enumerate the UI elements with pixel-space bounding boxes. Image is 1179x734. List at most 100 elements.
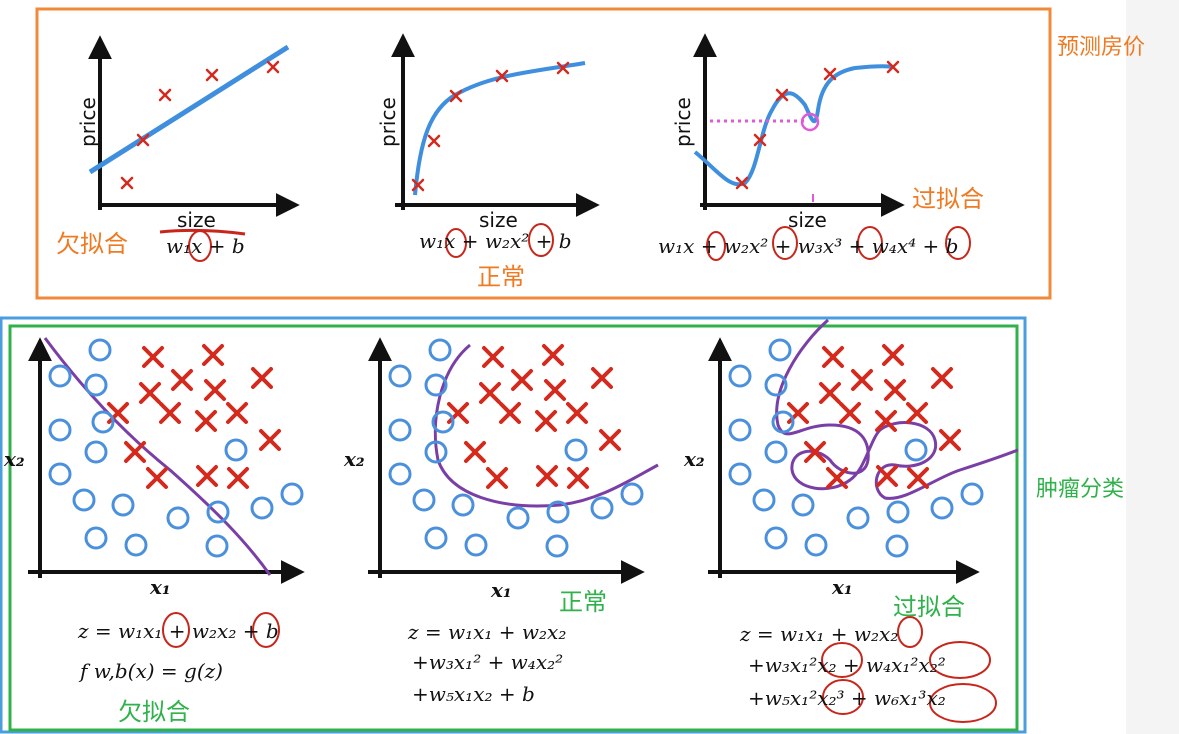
circle-marker [424, 526, 448, 550]
red-circle-annotation [188, 230, 212, 262]
classification-panel-overfit [708, 318, 1019, 723]
circle-marker [564, 438, 588, 462]
fit-curve [693, 64, 894, 187]
circle-marker [960, 482, 984, 506]
cross-marker [851, 369, 873, 391]
cross-marker [158, 88, 172, 102]
fit-curve [413, 61, 586, 196]
cross-marker [205, 68, 219, 82]
classification-outer-frame [0, 316, 1027, 734]
circle-marker [48, 418, 72, 442]
circle-marker [764, 373, 788, 397]
cross-marker [495, 69, 509, 83]
circle-marker [206, 500, 230, 524]
formula-line: f w,b(x) = g(z) [80, 659, 223, 683]
classification-panel-normal [368, 337, 659, 584]
cross-marker [907, 467, 929, 489]
regression-frame [35, 7, 1052, 300]
data-crosses [411, 61, 570, 192]
circle-marker [428, 338, 452, 362]
cross-marker [511, 369, 533, 391]
circle-marker [768, 338, 792, 362]
cross-marker [804, 441, 826, 463]
decision-boundary [433, 343, 659, 508]
circle-marker [804, 533, 828, 557]
cross-marker [886, 60, 900, 74]
circle-marker [546, 500, 570, 524]
y-axis-label: price [671, 97, 695, 147]
cross-marker [906, 402, 928, 424]
fit-label-overfit: 过拟合 [912, 185, 984, 213]
fit-label-normal: 正常 [559, 588, 607, 616]
formula-line: z = w₁x₁ + w₂x₂ + b [78, 619, 279, 643]
cross-marker [226, 402, 248, 424]
y-axis-label: price [376, 97, 400, 147]
cross-marker [202, 344, 224, 366]
cross-marker [195, 410, 217, 432]
cross-marker [839, 402, 861, 424]
cross-marker [753, 133, 767, 147]
circle-marker [48, 364, 72, 388]
cross-marker [536, 465, 558, 487]
formula-line: z = w₁x₁ + w₂x₂ [408, 620, 567, 644]
circle-marker [84, 526, 108, 550]
cross-marker [599, 429, 621, 451]
circle-marker [791, 493, 815, 517]
circle-marker [205, 534, 229, 558]
highlight-point [800, 112, 820, 132]
cross-marker [251, 367, 273, 389]
circle-marker [728, 418, 752, 442]
cross-marker [196, 465, 218, 487]
cross-marker [535, 410, 557, 432]
fit-line [88, 44, 290, 175]
classification-section-title: 肿瘤分类 [1036, 477, 1125, 502]
circle-marker [250, 496, 274, 520]
data-crosses [735, 60, 900, 190]
cross-marker [591, 367, 613, 389]
circle-marker [886, 500, 910, 524]
circle-marker [124, 533, 148, 557]
regression-formula: w₁x + w₂x² + b [419, 229, 572, 253]
circle-marker [764, 440, 788, 464]
cross-marker [159, 402, 181, 424]
cross-marker [266, 60, 280, 74]
formula-line: +w₃x₁² + w₄x₂² [412, 650, 564, 674]
data-crosses [120, 60, 280, 190]
cross-marker [556, 61, 570, 75]
right-gutter [1126, 0, 1179, 734]
class-markers [728, 338, 984, 558]
formula-line: +w₃x₁²x₂ + w₄x₁²x₂² [748, 653, 946, 677]
circle-marker [764, 526, 788, 550]
regression-section-title: 预测房价 [1057, 35, 1146, 60]
formula-line: +w₅x₁x₂ + b [412, 682, 535, 706]
x-axis-label: size [177, 208, 216, 232]
cross-marker [124, 441, 146, 463]
red-circle-annotation [445, 228, 467, 258]
red-circle-annotation [528, 223, 554, 257]
cross-marker [544, 379, 566, 401]
cross-marker [931, 367, 953, 389]
fit-label-underfit: 欠拟合 [56, 230, 128, 258]
cross-marker [139, 382, 161, 404]
circle-marker [84, 373, 108, 397]
cross-marker [146, 467, 168, 489]
circle-marker [424, 373, 448, 397]
classification-panel-underfit [28, 337, 305, 648]
regression-formula: w₁x + w₂x² + w₃x³ + w₄x⁴ + b [658, 234, 959, 258]
circle-marker [431, 410, 455, 434]
y-axis-label: x₂ [4, 447, 25, 471]
circle-marker [91, 410, 115, 434]
regression-formula: w₁x + b [166, 234, 245, 258]
circle-marker [506, 506, 530, 530]
x-axis-label: x₁ [150, 575, 171, 599]
fit-label-overfit: 过拟合 [893, 593, 965, 621]
circle-marker [412, 488, 436, 512]
circle-marker [88, 338, 112, 362]
cross-marker [939, 429, 961, 451]
cross-marker [542, 344, 564, 366]
cross-marker [823, 67, 837, 81]
cross-marker [875, 410, 897, 432]
circle-marker [728, 462, 752, 486]
circle-marker [388, 462, 412, 486]
